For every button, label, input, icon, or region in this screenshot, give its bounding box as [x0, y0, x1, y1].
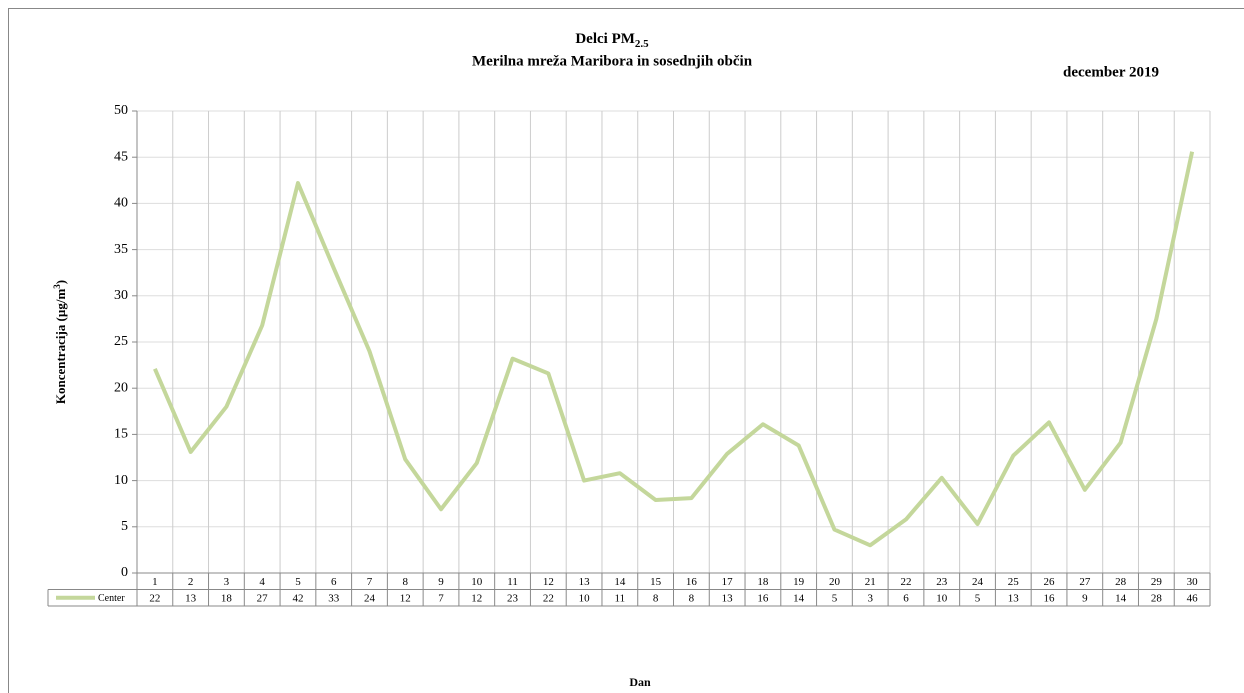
x-tick-label: 5 [295, 576, 301, 588]
y-label-sup: 3 [52, 284, 62, 289]
table-value: 46 [1187, 592, 1199, 604]
table-value: 24 [364, 592, 376, 604]
x-tick-label: 22 [900, 576, 911, 588]
y-tick-label: 35 [114, 242, 128, 257]
x-tick-label: 30 [1187, 576, 1199, 588]
table-value: 13 [722, 592, 734, 604]
table-value: 22 [543, 592, 554, 604]
x-tick-label: 12 [543, 576, 554, 588]
legend-label: Center [98, 593, 125, 604]
table-value: 18 [221, 592, 233, 604]
y-tick-label: 45 [114, 149, 128, 164]
table-value: 22 [149, 592, 160, 604]
table-value: 28 [1151, 592, 1163, 604]
x-tick-label: 3 [224, 576, 230, 588]
table-value: 13 [1008, 592, 1020, 604]
table-value: 13 [185, 592, 197, 604]
table-value: 10 [936, 592, 948, 604]
table-value: 14 [1115, 592, 1127, 604]
y-tick-label: 25 [114, 334, 128, 349]
x-tick-label: 9 [438, 576, 444, 588]
x-axis-label: Dan [629, 675, 651, 689]
table-value: 5 [975, 592, 981, 604]
chart-subtitle: Merilna mreža Maribora in sosednjih obči… [472, 53, 753, 69]
series-line [153, 151, 1195, 548]
x-tick-label: 13 [579, 576, 591, 588]
title-subscript: 2.5 [635, 38, 649, 50]
table-value: 8 [689, 592, 695, 604]
y-axis-label: Koncentracija (µg/m3) [52, 280, 68, 404]
table-value: 3 [867, 592, 873, 604]
x-tick-label: 4 [259, 576, 265, 588]
table-value: 33 [328, 592, 340, 604]
title-main: Delci PM [575, 31, 635, 47]
y-tick-label: 50 [114, 103, 128, 118]
x-tick-label: 20 [829, 576, 841, 588]
x-tick-label: 17 [722, 576, 734, 588]
chart-border [8, 8, 1244, 693]
table-value: 10 [579, 592, 591, 604]
x-tick-label: 7 [367, 576, 373, 588]
y-tick-label: 40 [114, 196, 128, 211]
table-value: 42 [292, 592, 303, 604]
x-tick-label: 19 [793, 576, 805, 588]
x-tick-label: 18 [757, 576, 769, 588]
x-tick-label: 16 [686, 576, 698, 588]
x-tick-label: 1 [152, 576, 158, 588]
y-tick-label: 5 [121, 519, 128, 534]
table-value: 16 [757, 592, 769, 604]
x-tick-label: 15 [650, 576, 662, 588]
y-tick-label: 10 [114, 473, 128, 488]
table-value: 16 [1044, 592, 1056, 604]
x-tick-label: 14 [614, 576, 626, 588]
date-label: december 2019 [1063, 64, 1159, 80]
x-tick-label: 25 [1008, 576, 1020, 588]
table-value: 27 [257, 592, 269, 604]
y-tick-label: 15 [114, 427, 128, 442]
x-tick-label: 28 [1115, 576, 1127, 588]
x-tick-label: 2 [188, 576, 194, 588]
x-tick-label: 21 [865, 576, 876, 588]
x-tick-label: 26 [1044, 576, 1056, 588]
table-value: 12 [400, 592, 411, 604]
x-tick-label: 27 [1079, 576, 1091, 588]
y-tick-label: 20 [114, 380, 128, 395]
table-value: 11 [615, 592, 626, 604]
table-value: 8 [653, 592, 659, 604]
x-tick-label: 11 [507, 576, 518, 588]
y-label-main: Koncentracija (µg/m [53, 289, 68, 405]
table-value: 9 [1082, 592, 1088, 604]
x-tick-label: 10 [471, 576, 483, 588]
table-value: 14 [793, 592, 805, 604]
table-value: 7 [438, 592, 444, 604]
x-tick-label: 24 [972, 576, 984, 588]
table-value: 6 [903, 592, 909, 604]
x-tick-label: 23 [936, 576, 948, 588]
y-label-end: ) [53, 280, 68, 284]
y-tick-label: 30 [114, 288, 128, 303]
chart-title: Delci PM2.5 [575, 31, 649, 49]
x-tick-label: 8 [403, 576, 409, 588]
table-value: 23 [507, 592, 519, 604]
x-tick-label: 29 [1151, 576, 1163, 588]
x-tick-label: 6 [331, 576, 337, 588]
y-tick-label: 0 [121, 565, 128, 580]
table-value: 5 [832, 592, 838, 604]
table-value: 12 [471, 592, 482, 604]
